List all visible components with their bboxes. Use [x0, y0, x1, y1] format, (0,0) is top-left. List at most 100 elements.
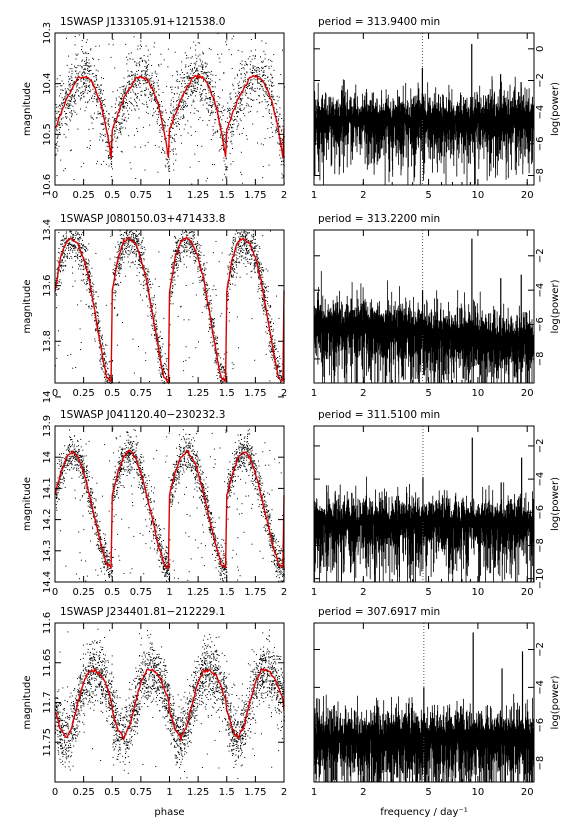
- data-point: [121, 109, 123, 111]
- data-point: [122, 95, 123, 97]
- data-point: [141, 252, 143, 253]
- data-point: [103, 371, 105, 373]
- data-point: [193, 235, 194, 237]
- data-point: [202, 287, 204, 289]
- x-tick-label: 1.25: [187, 190, 209, 201]
- data-point: [253, 99, 255, 101]
- data-point: [163, 368, 165, 370]
- data-point: [261, 80, 263, 82]
- data-point: [83, 52, 84, 54]
- data-point: [271, 338, 273, 340]
- data-point: [94, 96, 96, 97]
- data-point: [138, 232, 140, 234]
- data-point: [90, 294, 91, 296]
- data-point: [268, 345, 270, 347]
- data-point: [153, 112, 155, 114]
- data-point: [263, 305, 265, 307]
- data-point: [100, 84, 102, 86]
- data-point: [220, 110, 222, 112]
- data-point: [177, 264, 179, 266]
- data-point: [191, 71, 193, 73]
- data-point: [80, 92, 82, 94]
- data-point: [276, 129, 278, 130]
- data-point: [76, 257, 78, 259]
- data-point: [102, 364, 104, 366]
- data-point: [144, 95, 146, 97]
- data-point: [129, 89, 131, 91]
- data-point: [185, 64, 187, 66]
- data-point: [268, 317, 269, 319]
- plot-frame: [313, 229, 535, 384]
- data-point: [169, 116, 170, 118]
- data-point: [61, 265, 63, 267]
- data-point: [208, 78, 210, 79]
- data-point: [246, 239, 248, 240]
- data-point: [69, 120, 71, 122]
- data-point: [149, 91, 151, 93]
- data-point: [255, 90, 257, 92]
- data-point: [87, 73, 89, 74]
- data-point: [78, 238, 80, 240]
- data-point: [196, 248, 198, 250]
- data-point: [118, 115, 120, 117]
- data-point: [260, 276, 262, 278]
- x-tick-label: 0.75: [130, 388, 152, 399]
- data-point: [119, 127, 121, 129]
- data-point: [232, 83, 234, 85]
- data-point: [272, 355, 274, 357]
- data-point: [121, 101, 122, 103]
- data-point: [81, 461, 83, 463]
- data-point: [280, 140, 282, 142]
- data-point: [85, 64, 87, 66]
- data-point: [204, 274, 206, 276]
- data-point: [99, 335, 101, 337]
- data-point: [205, 65, 207, 67]
- data-point: [227, 299, 229, 301]
- data-point: [145, 66, 147, 68]
- data-point: [68, 129, 70, 131]
- data-point: [81, 40, 83, 42]
- data-point: [81, 46, 83, 48]
- data-point: [129, 236, 131, 238]
- data-point: [197, 77, 199, 79]
- data-point: [65, 238, 67, 240]
- data-point: [139, 265, 141, 266]
- data-point: [124, 248, 125, 250]
- data-point: [71, 110, 72, 112]
- data-point: [176, 70, 178, 72]
- data-point: [56, 307, 58, 309]
- data-point: [263, 269, 265, 271]
- data-point: [194, 89, 195, 91]
- data-point: [243, 80, 245, 82]
- data-point: [244, 91, 246, 93]
- data-point: [175, 264, 177, 266]
- data-point: [249, 68, 251, 70]
- data-point: [125, 237, 127, 239]
- data-point: [88, 128, 90, 130]
- data-point: [214, 463, 216, 465]
- data-point: [110, 147, 111, 149]
- data-point: [56, 112, 58, 114]
- data-point: [95, 291, 97, 293]
- data-point: [229, 112, 231, 114]
- data-point: [271, 91, 273, 93]
- data-point: [255, 70, 257, 72]
- data-point: [178, 128, 180, 130]
- data-point: [195, 95, 196, 97]
- data-point: [231, 267, 233, 269]
- data-point: [134, 237, 136, 239]
- data-point: [233, 260, 235, 262]
- data-point: [69, 107, 71, 109]
- data-point: [178, 240, 180, 242]
- data-point: [122, 251, 124, 253]
- data-point: [263, 299, 265, 301]
- data-point: [268, 111, 270, 113]
- data-point: [264, 53, 266, 55]
- data-point: [65, 233, 67, 235]
- data-point: [231, 54, 232, 56]
- data-point: [115, 125, 117, 127]
- data-point: [262, 67, 264, 69]
- data-point: [123, 107, 125, 109]
- data-point: [57, 288, 59, 290]
- data-point: [61, 244, 63, 246]
